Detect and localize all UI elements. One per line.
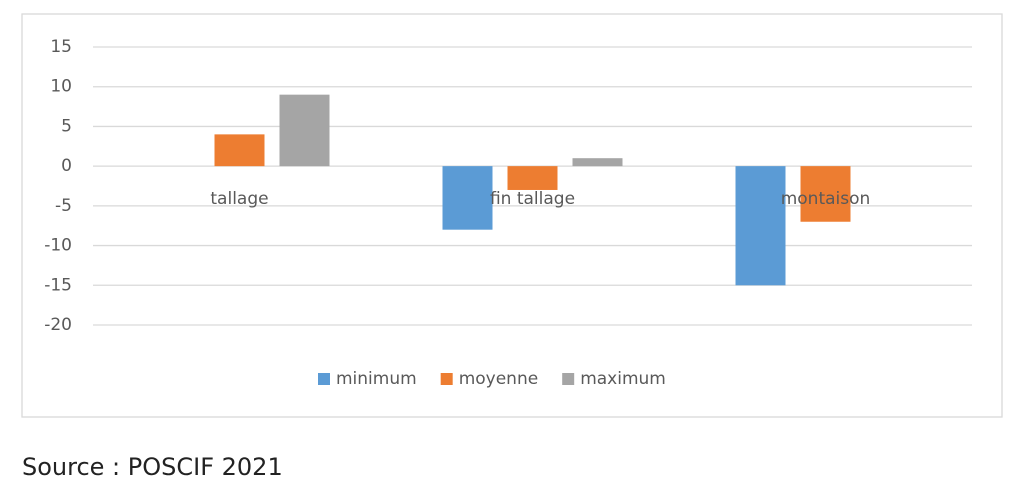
y-tick-label: -10 xyxy=(44,236,72,256)
y-tick-label: -20 xyxy=(44,315,72,335)
bar xyxy=(442,166,493,230)
legend-swatch xyxy=(562,373,575,385)
bar xyxy=(572,158,623,167)
y-tick-label: 5 xyxy=(61,116,72,136)
y-tick-label: 10 xyxy=(50,77,72,97)
category-label: tallage xyxy=(210,189,268,209)
bar xyxy=(214,134,265,167)
legend-swatch xyxy=(318,373,330,385)
bar xyxy=(735,166,786,286)
y-tick-label: -5 xyxy=(55,196,72,216)
legend-label: minimum xyxy=(336,369,417,389)
bar xyxy=(507,166,558,190)
bar xyxy=(800,166,851,222)
bar xyxy=(279,94,330,167)
source-note: Source : POSCIF 2021 xyxy=(22,453,283,481)
legend-label: maximum xyxy=(580,369,666,389)
y-tick-label: -15 xyxy=(44,275,72,295)
y-tick-label: 0 xyxy=(61,156,72,176)
category-label: fin tallage xyxy=(490,189,575,209)
y-tick-label: 15 xyxy=(50,37,72,57)
chart-frame xyxy=(21,13,1003,418)
legend-label: moyenne xyxy=(459,369,539,389)
category-label: montaison xyxy=(781,189,871,209)
legend-swatch xyxy=(440,373,453,385)
